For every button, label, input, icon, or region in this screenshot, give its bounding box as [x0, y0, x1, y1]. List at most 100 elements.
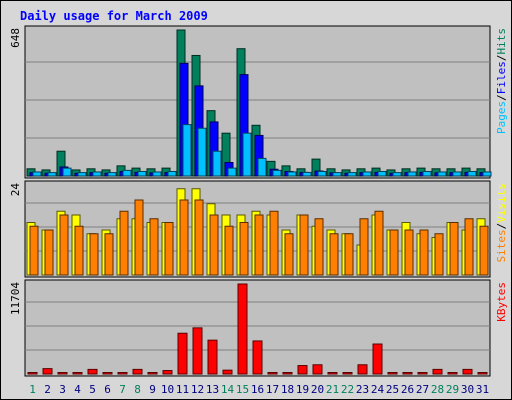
legend-entry: Sites — [495, 229, 508, 262]
x-tick-label: 30 — [461, 383, 474, 396]
bar-kbytes-day-23 — [357, 364, 368, 375]
bar-sites-day-20 — [314, 218, 324, 276]
x-tick-label: 9 — [149, 383, 156, 396]
bar-pages-day-13 — [212, 150, 222, 177]
bar-sites-day-13 — [209, 214, 219, 276]
bar-pages-day-23 — [362, 171, 372, 177]
bar-kbytes-day-27 — [417, 372, 428, 375]
bar-kbytes-day-16 — [252, 340, 263, 375]
x-tick-label: 24 — [371, 383, 385, 396]
bar-sites-day-29 — [449, 222, 459, 276]
bar-kbytes-day-15 — [237, 283, 248, 375]
bar-sites-day-9 — [149, 218, 159, 276]
bar-sites-day-18 — [284, 233, 294, 276]
bar-pages-day-16 — [257, 157, 267, 177]
panel-top: 648 Pages/Files/Hits — [9, 25, 508, 179]
bar-sites-day-2 — [44, 229, 54, 276]
bar-pages-day-12 — [197, 127, 207, 177]
bar-sites-day-30 — [464, 218, 474, 276]
panel-max-label: 648 — [9, 28, 22, 48]
x-tick-label: 17 — [266, 383, 279, 396]
legend-entry: Files — [495, 61, 508, 94]
bar-kbytes-day-19 — [297, 365, 308, 375]
bar-sites-day-23 — [359, 218, 369, 276]
panel-middle: 24 Sites/Visits — [9, 180, 508, 278]
bar-kbytes-day-10 — [162, 370, 173, 375]
bar-kbytes-day-17 — [267, 372, 278, 375]
bar-pages-day-30 — [467, 170, 477, 177]
x-tick-label: 11 — [176, 383, 189, 396]
bar-sites-day-15 — [239, 222, 249, 276]
bar-sites-day-31 — [479, 225, 489, 276]
panel-legend: KBytes — [495, 282, 508, 322]
bar-sites-day-5 — [89, 233, 99, 276]
legend-entry: Pages — [495, 101, 508, 134]
bar-pages-day-11 — [182, 124, 192, 177]
bar-kbytes-day-22 — [342, 372, 353, 375]
bar-pages-day-28 — [437, 171, 447, 177]
bar-sites-day-19 — [299, 214, 309, 276]
bar-kbytes-day-20 — [312, 364, 323, 375]
x-tick-label: 8 — [134, 383, 141, 396]
bar-kbytes-day-12 — [192, 327, 203, 375]
bar-kbytes-day-1 — [27, 372, 38, 375]
bar-pages-day-17 — [272, 169, 282, 177]
bar-pages-day-20 — [317, 170, 327, 177]
legend-entry: KBytes — [495, 282, 508, 322]
x-tick-label: 12 — [191, 383, 204, 396]
bar-pages-day-25 — [392, 172, 402, 177]
bar-kbytes-day-14 — [222, 369, 233, 375]
bar-kbytes-day-4 — [72, 372, 83, 375]
bar-kbytes-day-18 — [282, 372, 293, 375]
bar-kbytes-day-11 — [177, 332, 188, 375]
x-tick-label: 22 — [341, 383, 354, 396]
bar-pages-day-4 — [77, 172, 87, 177]
bar-pages-day-24 — [377, 170, 387, 177]
bar-sites-day-14 — [224, 225, 234, 276]
panel-bottom: 11704 KBytes — [9, 279, 508, 377]
x-tick-label: 26 — [401, 383, 414, 396]
x-tick-label: 19 — [296, 383, 309, 396]
chart-title: Daily usage for March 2009 — [20, 9, 208, 23]
bar-sites-day-22 — [344, 233, 354, 276]
bar-sites-day-26 — [404, 229, 414, 276]
bar-pages-day-9 — [152, 171, 162, 177]
panel-legend: Pages/Files/Hits — [495, 28, 508, 134]
bar-sites-day-7 — [119, 210, 129, 276]
bar-sites-day-21 — [329, 233, 339, 276]
x-tick-label: 23 — [356, 383, 369, 396]
panel-max-label: 24 — [9, 183, 22, 197]
bar-kbytes-day-25 — [387, 372, 398, 375]
bar-pages-day-26 — [407, 171, 417, 177]
bar-sites-day-10 — [164, 222, 174, 276]
x-tick-label: 15 — [236, 383, 249, 396]
x-tick-label: 2 — [44, 383, 51, 396]
legend-entry: Hits — [495, 28, 508, 55]
x-tick-label: 1 — [29, 383, 36, 396]
x-tick-label: 10 — [161, 383, 174, 396]
bar-sites-day-25 — [389, 229, 399, 276]
x-tick-label: 27 — [416, 383, 429, 396]
bar-kbytes-day-13 — [207, 339, 218, 375]
x-tick-label: 6 — [104, 383, 111, 396]
legend-entry: Visits — [495, 183, 508, 223]
bar-pages-day-18 — [287, 171, 297, 177]
bar-kbytes-day-8 — [132, 368, 143, 375]
bar-pages-day-1 — [32, 171, 42, 177]
bar-kbytes-day-21 — [327, 372, 338, 375]
panel-legend: Sites/Visits — [495, 183, 508, 263]
bar-sites-day-3 — [59, 214, 69, 276]
bar-kbytes-day-5 — [87, 368, 98, 375]
bar-pages-day-31 — [482, 171, 492, 177]
x-tick-label: 31 — [476, 383, 489, 396]
x-axis-labels: 1 2 3 4 5 6 7 8 9 10 11 12 13 14 15 16 17 18 19 20 21 22 23 24 2… — [29, 383, 489, 396]
bar-sites-day-16 — [254, 214, 264, 276]
x-tick-label: 29 — [446, 383, 459, 396]
bar-pages-day-8 — [137, 170, 147, 177]
bar-sites-day-12 — [194, 199, 204, 276]
bar-sites-day-17 — [269, 210, 279, 276]
bar-pages-day-6 — [107, 172, 117, 177]
bar-kbytes-day-3 — [57, 372, 68, 375]
